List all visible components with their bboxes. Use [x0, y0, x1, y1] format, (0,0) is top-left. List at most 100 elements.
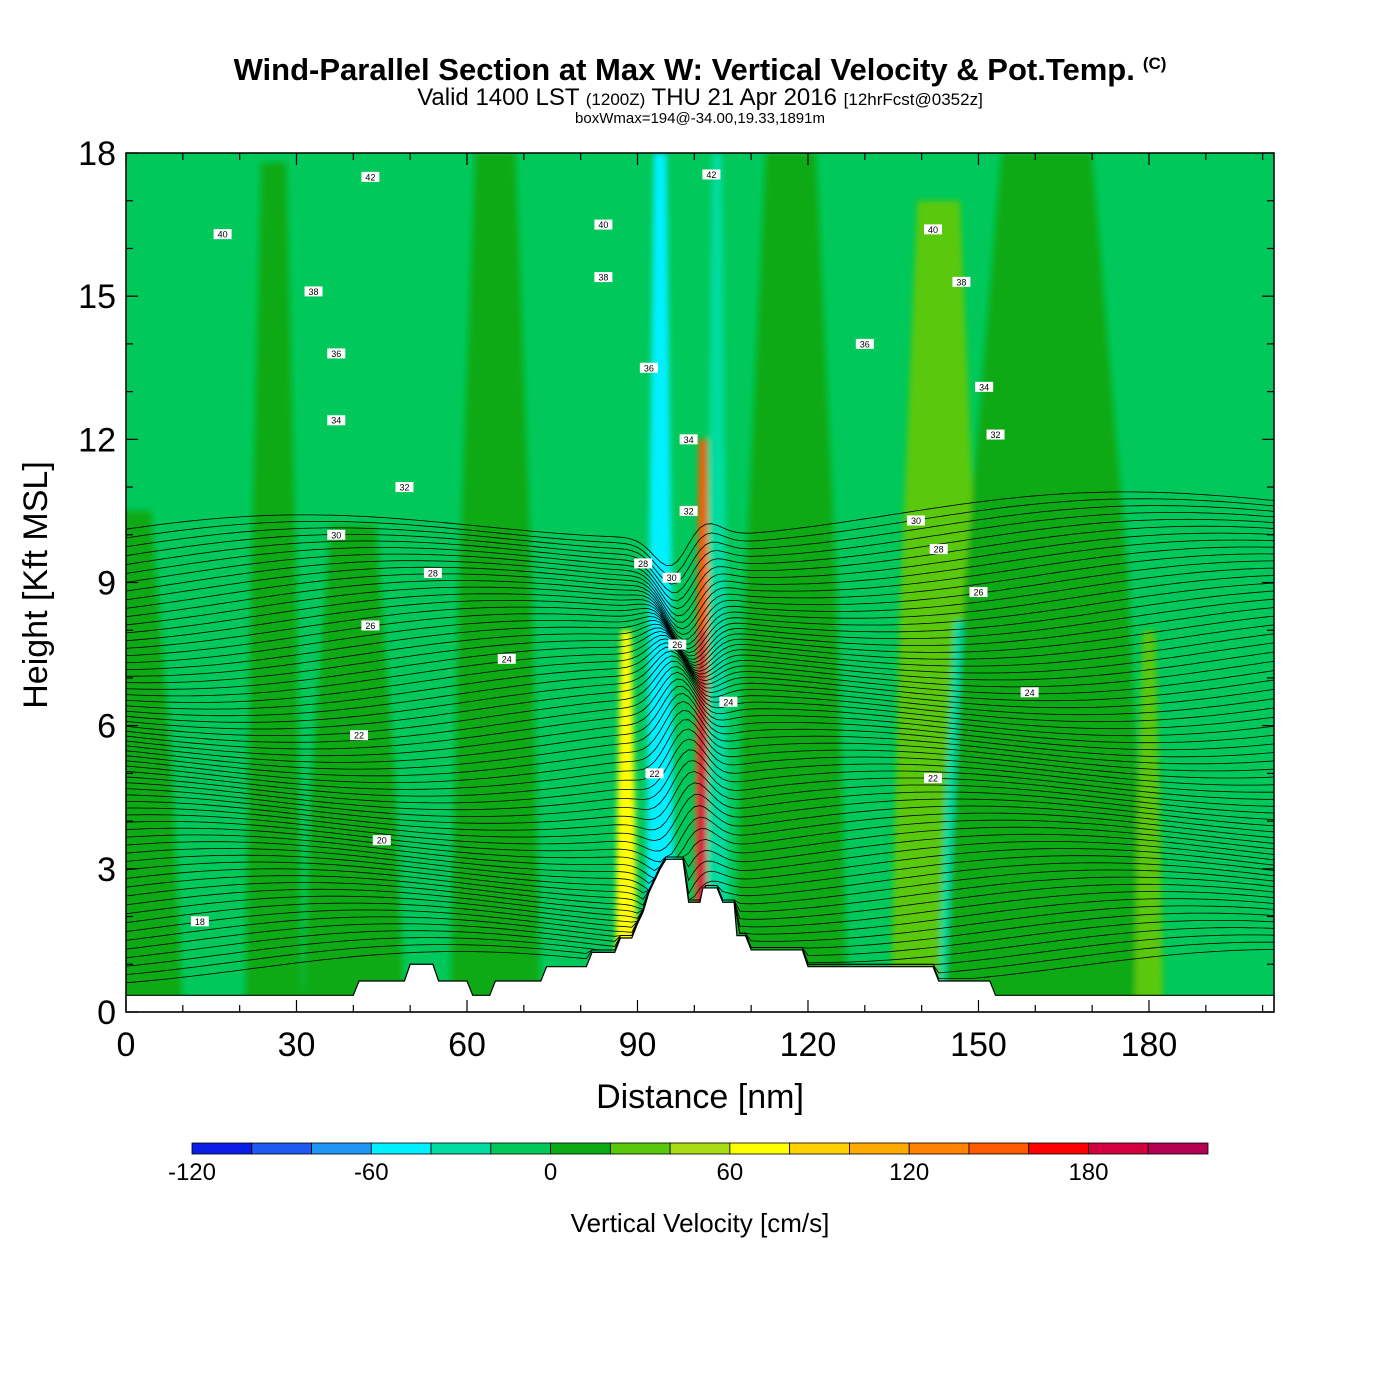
valid-time: Valid 1400 LST	[417, 84, 580, 111]
contour-label: 20	[372, 835, 391, 846]
chart-title: Wind-Parallel Section at Max W: Vertical…	[0, 52, 1400, 88]
chart-title-text: Wind-Parallel Section at Max W: Vertical…	[233, 52, 1135, 87]
contour-label-text: 34	[684, 435, 694, 445]
isentrope-line	[126, 728, 1274, 797]
x-tick-label: 30	[278, 1026, 316, 1064]
contour-label-box	[639, 362, 658, 373]
isentrope-line	[126, 685, 1274, 763]
colorbar-tick-label: 180	[1068, 1159, 1108, 1186]
contour-label-text: 38	[598, 273, 608, 283]
isentrope-line	[126, 518, 1274, 602]
contour-label-text: 28	[934, 545, 944, 555]
contour-label-text: 26	[365, 621, 375, 631]
contour-label: 26	[361, 620, 380, 631]
contour-label: 40	[594, 219, 613, 230]
colorbar-title: Vertical Velocity [cm/s]	[571, 1208, 830, 1238]
contour-label-box	[497, 653, 516, 664]
valid-date: THU 21 Apr 2016	[651, 84, 837, 111]
isentrope-line	[126, 770, 1274, 824]
contour-label-text: 28	[638, 559, 648, 569]
contour-label-box	[1020, 687, 1039, 698]
isentrope-line	[126, 749, 1274, 811]
contour-label: 22	[924, 773, 943, 784]
contour-label-box	[327, 348, 346, 359]
contour-label-text: 42	[706, 170, 716, 180]
x-tick-label: 180	[1121, 1026, 1178, 1064]
isentrope-line	[126, 498, 1274, 576]
contour-label-box	[304, 286, 323, 297]
terrain	[125, 858, 1275, 1013]
y-tick-label: 9	[97, 565, 116, 603]
contour-label: 38	[594, 272, 613, 283]
contour-label-text: 34	[331, 416, 341, 426]
colorbar-swatch	[1147, 1142, 1209, 1155]
contour-label: 34	[679, 434, 698, 445]
colorbar-swatch	[849, 1142, 910, 1155]
contour-label-box	[679, 434, 698, 445]
contour-label-text: 20	[377, 836, 387, 846]
contour-label-text: 18	[195, 917, 205, 927]
contour-label: 28	[929, 544, 948, 555]
contour-label-text: 32	[399, 483, 409, 493]
contour-label-box	[719, 696, 738, 707]
contour-label-box	[361, 620, 380, 631]
colorbar-swatch	[311, 1142, 372, 1155]
contour-label: 22	[350, 730, 369, 741]
isentrope-line	[126, 582, 1274, 654]
contour-label-box	[372, 835, 391, 846]
contour-label-box	[906, 515, 925, 526]
isentrope-line	[126, 646, 1274, 717]
x-tick-label: 120	[780, 1026, 837, 1064]
contour-label: 34	[975, 381, 994, 392]
colorbar: -120 -60 0 60 120 180	[168, 1142, 1209, 1186]
contour-label: 18	[190, 916, 209, 927]
contour-label-text: 22	[650, 769, 660, 779]
contour-label-box	[929, 544, 948, 555]
contour-label-box	[327, 529, 346, 540]
isentrope-line	[126, 634, 1274, 697]
contour-label: 42	[702, 169, 721, 180]
contour-label-box	[361, 171, 380, 182]
contour-label-box	[634, 558, 653, 569]
contour-label-box	[327, 415, 346, 426]
y-tick-label: 0	[97, 994, 116, 1032]
isentrope-line	[126, 841, 1274, 891]
x-tick-label: 0	[117, 1026, 136, 1064]
chart-subtitle: Valid 1400 LST (1200Z) THU 21 Apr 2016 […	[0, 84, 1400, 112]
contour-label-box	[190, 916, 209, 927]
contour-label-text: 34	[979, 382, 989, 392]
isentrope-line	[126, 512, 1274, 593]
colorbar-swatch	[430, 1142, 492, 1155]
contour-label: 30	[327, 529, 346, 540]
isentrope-line	[126, 678, 1274, 757]
contour-label-box	[969, 587, 988, 598]
colorbar-tick-label: 120	[889, 1159, 929, 1186]
isentrope-line	[126, 525, 1274, 610]
contour-label: 24	[1020, 687, 1039, 698]
contour-label-text: 38	[309, 287, 319, 297]
contour-label-box	[594, 219, 613, 230]
isentrope-line	[126, 855, 1274, 901]
isentrope-line	[126, 575, 1274, 650]
contour-label-text: 38	[956, 277, 966, 287]
isentrope-line	[126, 638, 1274, 703]
contour-label-text: 26	[672, 640, 682, 650]
isentrope-line	[126, 630, 1274, 690]
contour-label: 36	[639, 362, 658, 373]
colorbar-swatch	[908, 1142, 970, 1155]
isentrope-line	[126, 553, 1274, 636]
isentrope-line	[126, 805, 1274, 852]
isentrope-line	[126, 607, 1274, 664]
valid-utc: (1200Z)	[585, 90, 646, 109]
isentrope-line	[126, 709, 1274, 783]
y-axis-title: Height [Kft MSL]	[17, 461, 55, 709]
isentrope-line	[126, 833, 1274, 884]
isentrope-line	[126, 615, 1274, 670]
contour-label-box	[924, 224, 943, 235]
colorbar-swatch	[490, 1142, 551, 1155]
x-tick-label: 60	[448, 1026, 486, 1064]
velocity-band	[126, 510, 183, 1012]
colorbar-swatch	[789, 1142, 850, 1155]
contour-label-text: 36	[860, 339, 870, 349]
